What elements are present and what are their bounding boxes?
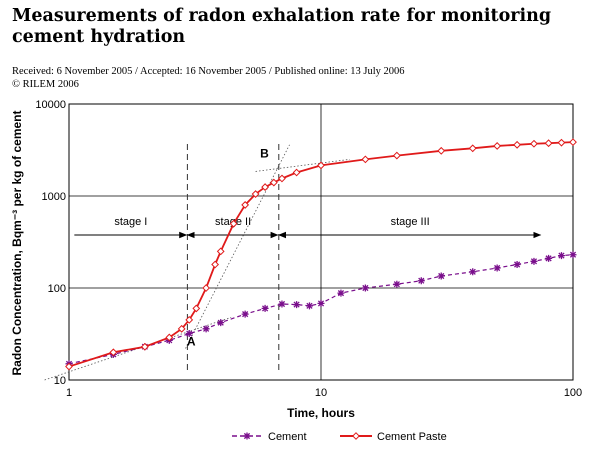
x-tick-label: 1	[66, 387, 72, 399]
publication-history: Received: 6 November 2005 / Accepted: 16…	[12, 66, 405, 77]
cement-paste-data-point	[437, 146, 446, 155]
cement-data-point	[361, 284, 369, 292]
cement-paste-data-point	[392, 151, 401, 160]
cement-paste-data-point	[241, 201, 250, 209]
cement-paste-data-point	[216, 247, 225, 256]
series-layer	[65, 138, 577, 371]
cement-paste-data-point	[468, 144, 477, 153]
legend-cement-label: Cement	[268, 431, 307, 443]
cement-paste-data-point	[569, 138, 577, 147]
cement-data-point	[305, 302, 313, 310]
cement-data-point	[417, 277, 425, 285]
series-cement-paste	[65, 138, 577, 371]
cement-paste-data-point	[177, 324, 186, 333]
cement-data-point	[530, 257, 538, 265]
legend-cement-marker	[243, 432, 251, 440]
cement-paste-data-point	[229, 219, 238, 228]
cement-paste-data-point	[65, 362, 73, 371]
cement-paste-data-point	[530, 139, 538, 148]
legend-paste-label: Cement Paste	[377, 431, 447, 443]
cement-data-point	[293, 301, 301, 309]
cement-paste-data-point	[109, 348, 118, 357]
cement-paste-data-point	[493, 142, 502, 150]
legend: Cement Cement Paste	[232, 431, 447, 443]
cement-data-point	[202, 325, 210, 333]
cement-data-point	[569, 251, 577, 259]
x-axis-label: Time, hours	[287, 406, 355, 420]
cement-paste-data-point	[361, 155, 370, 164]
y-axis-label: Radon Concentration, Bqm⁻³ per kg of cem…	[10, 110, 24, 375]
cement-paste-data-point	[261, 183, 270, 191]
cement-paste-data-point	[269, 178, 278, 187]
x-tick-label: 100	[564, 387, 582, 399]
y-tick-label: 10	[54, 375, 66, 387]
legend-paste-diamond	[352, 432, 360, 440]
point-label-b: B	[260, 146, 269, 160]
cement-paste-data-point	[202, 284, 211, 292]
cement-paste-data-point	[513, 140, 522, 149]
cement-data-point	[261, 304, 269, 312]
cement-paste-data-point	[211, 260, 220, 269]
cement-data-point	[217, 319, 225, 327]
legend-paste-marker	[352, 432, 360, 440]
y-tick-label: 10000	[35, 99, 66, 111]
cement-data-point	[241, 310, 249, 318]
cement-data-point	[557, 252, 565, 260]
cement-data-point	[513, 261, 521, 269]
cement-paste-data-point	[140, 342, 149, 351]
cement-data-point	[545, 254, 553, 262]
cement-data-point	[493, 264, 501, 272]
x-tick-label: 10	[315, 387, 327, 399]
point-labels: AB	[187, 146, 269, 348]
cement-paste-data-point	[557, 138, 566, 147]
y-tick-label: 1000	[42, 191, 66, 203]
cement-paste-data-point	[544, 139, 553, 148]
copyright-line: © RILEM 2006	[12, 79, 79, 90]
cement-data-point	[317, 299, 325, 307]
cement-data-point	[337, 289, 345, 297]
legend-cement-star	[243, 432, 251, 440]
cement-data-point	[469, 268, 477, 276]
cement-paste-data-point	[251, 190, 260, 198]
y-tick-labels: 10 100 1000 10000	[35, 99, 66, 387]
cement-paste-data-point	[185, 315, 194, 324]
cement-data-point	[185, 330, 193, 338]
cement-paste-data-point	[165, 333, 174, 342]
plot-border	[68, 103, 574, 381]
paper-title: Measurements of radon exhalation rate fo…	[12, 6, 552, 47]
point-label-a: A	[187, 334, 196, 348]
cement-paste-data-point	[192, 304, 201, 313]
stage-label: stage III	[391, 216, 430, 228]
cement-data-point	[278, 300, 286, 308]
paper-meta: Received: 6 November 2005 / Accepted: 16…	[12, 65, 405, 91]
cement-paste-data-point	[292, 168, 301, 177]
stage-label: stage I	[114, 216, 147, 228]
cement-paste-data-point	[317, 161, 325, 170]
series-cement-paste-line	[68, 141, 574, 368]
cement-data-point	[437, 272, 445, 280]
cement-paste-data-point	[278, 174, 286, 183]
x-tick-labels: 1 10 100	[66, 387, 582, 399]
y-tick-label: 100	[48, 283, 66, 295]
cement-data-point	[393, 280, 401, 288]
